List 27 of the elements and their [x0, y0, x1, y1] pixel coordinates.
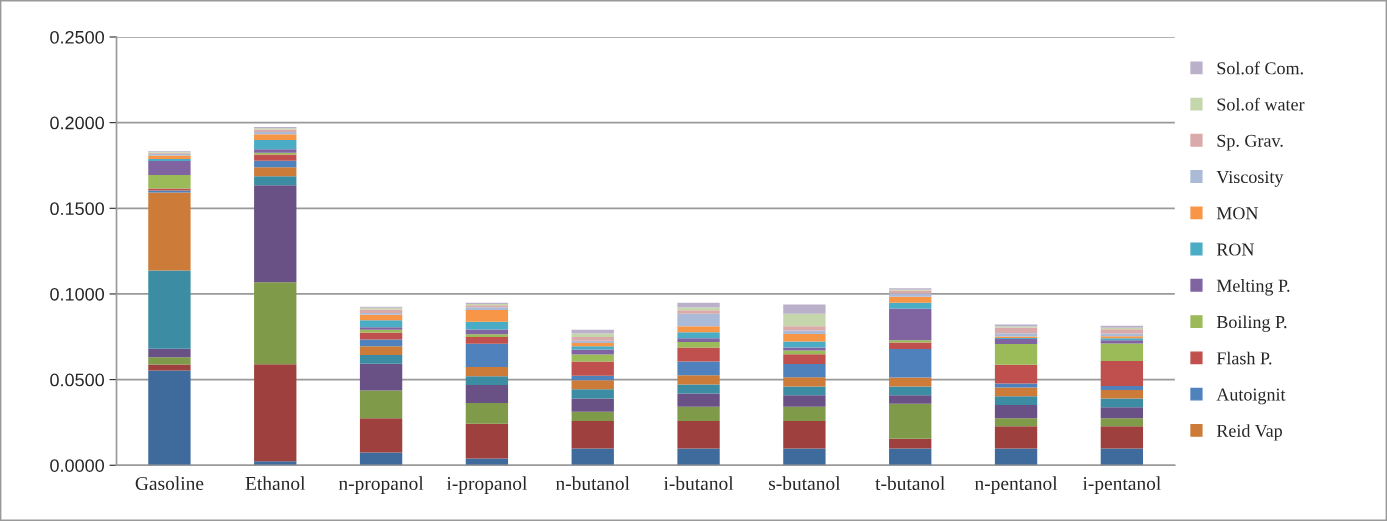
x-tick-label: i-butanol [663, 476, 734, 491]
x-tick-label: n-pentanol [974, 476, 1058, 494]
legend-label: Viscosity [1216, 170, 1284, 187]
legend-label: Melting P. [1216, 279, 1290, 296]
y-tick-label: 0.0000 [50, 459, 104, 472]
y-tick-label: 0.1000 [50, 287, 104, 301]
legend-label: MON [1216, 207, 1259, 220]
x-tick-label: s-butanol [769, 476, 841, 491]
x-tick-label: i-propanol [446, 476, 528, 494]
legend-label: Sol.of Com. [1217, 61, 1303, 75]
x-tick-label: n-propanol [338, 476, 424, 494]
x-tick-label: n-butanol [555, 476, 630, 491]
y-tick-label: 0.0500 [50, 373, 104, 387]
legend-label: Reid Vap [1216, 424, 1282, 441]
legend-label: Sol.of water [1217, 97, 1305, 111]
x-tick-label: Ethanol [245, 476, 306, 491]
x-tick-label: t-butanol [875, 476, 945, 491]
legend-label: Boiling P. [1216, 315, 1287, 332]
legend-label: Autoignit [1216, 388, 1286, 405]
legend-label: Sp. Grav. [1217, 134, 1283, 151]
legend-label: Flash P. [1216, 351, 1272, 365]
y-tick-label: 0.2000 [50, 116, 104, 130]
legend-label: RON [1216, 243, 1255, 256]
y-tick-label: 0.1500 [50, 202, 104, 216]
x-tick-label: i-pentanol [1082, 476, 1161, 494]
x-tick-label: Gasoline [135, 476, 204, 491]
y-tick-label: 0.2500 [50, 30, 104, 44]
